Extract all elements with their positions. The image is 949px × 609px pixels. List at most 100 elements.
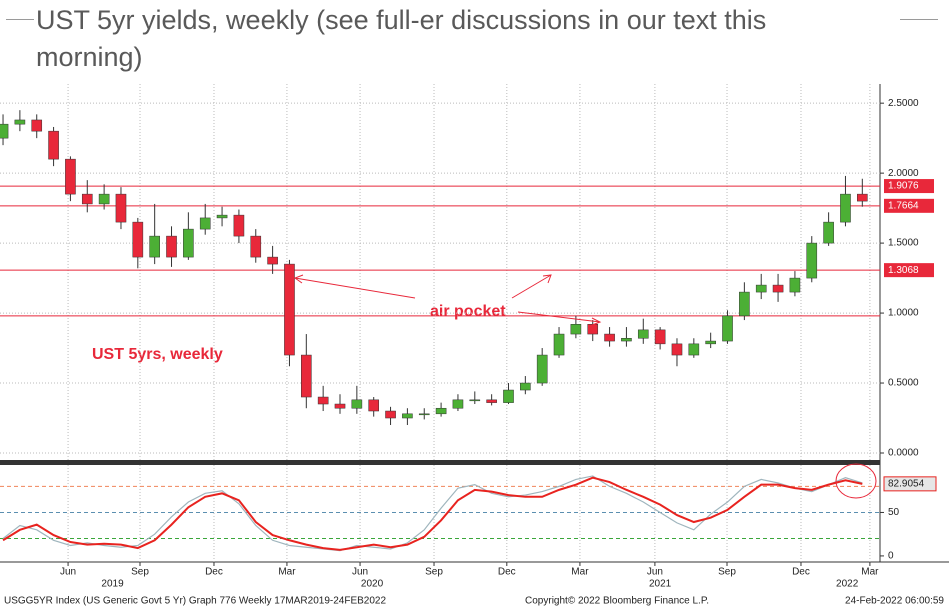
- level-label-box: [884, 198, 934, 213]
- y-tick-label: 2.0000: [888, 168, 919, 179]
- candle-body: [149, 235, 160, 258]
- x-tick-label: Jun: [647, 567, 663, 578]
- y-tick-label: 0: [888, 551, 894, 562]
- annotation: UST 5yrs, weekly: [92, 346, 223, 363]
- candle-body: [857, 193, 868, 202]
- candle-body: [671, 343, 683, 356]
- candle-body: [48, 130, 59, 160]
- level-label: 1.9076: [888, 181, 919, 192]
- candle-body: [351, 399, 363, 409]
- x-tick-label: Jun: [352, 567, 368, 578]
- candle-body: [520, 382, 531, 391]
- candle-body: [65, 158, 76, 195]
- y-tick-label: 50: [888, 507, 900, 518]
- candle-body: [115, 193, 127, 223]
- candle-body: [199, 217, 211, 230]
- arrowhead: [542, 274, 552, 284]
- arrowhead: [293, 274, 304, 284]
- x-year-label: 2021: [649, 579, 672, 590]
- candle-body: [840, 193, 851, 223]
- chart-background: [0, 84, 949, 609]
- candle-body: [317, 396, 329, 405]
- footer-right: 24-Feb-2022 06:00:59: [845, 596, 944, 607]
- candle-body: [806, 242, 818, 279]
- candle-body: [705, 340, 716, 345]
- candle-body: [81, 193, 93, 205]
- annotation-arrows: [293, 274, 877, 499]
- x-year-label: 2019: [101, 579, 124, 590]
- candle-body: [536, 354, 548, 384]
- candle-body: [452, 399, 464, 409]
- footer-center: Copyright© 2022 Bloomberg Finance L.P.: [525, 596, 709, 607]
- candle-body: [233, 214, 245, 237]
- highlight-circle: [835, 463, 877, 499]
- y-tick-label: 1.0000: [888, 308, 919, 319]
- candle-body: [553, 333, 565, 356]
- candle-body: [0, 123, 9, 139]
- candle-body: [267, 256, 278, 265]
- x-year-label: 2022: [836, 579, 859, 590]
- candle-body: [301, 354, 312, 398]
- x-tick-label: Dec: [792, 567, 810, 578]
- candle-body: [604, 333, 615, 342]
- candle-body: [739, 291, 750, 317]
- candle-body: [418, 413, 430, 416]
- candle-body: [132, 221, 144, 258]
- candle-body: [587, 324, 599, 335]
- candle-body: [402, 413, 413, 419]
- y-tick-label: 0.0000: [888, 448, 919, 459]
- level-label: 1.7664: [888, 200, 919, 211]
- last-value-label: 82.9054: [888, 478, 925, 489]
- x-year-label: 2020: [361, 579, 384, 590]
- level-label-box: [884, 179, 934, 194]
- x-tick-label: Sep: [425, 567, 443, 578]
- candle-body: [250, 235, 262, 258]
- candle-body: [166, 235, 177, 258]
- arrowhead: [591, 317, 602, 326]
- candle-body: [688, 343, 700, 356]
- candle-body: [469, 399, 481, 402]
- y-tick-label: 0.5000: [888, 378, 919, 389]
- candle-body: [216, 214, 228, 219]
- x-tick-label: Mar: [861, 567, 879, 578]
- title-rule: [900, 19, 938, 20]
- x-tick-label: Dec: [498, 567, 516, 578]
- level-label: 1.3068: [888, 265, 919, 276]
- arrow: [511, 274, 552, 299]
- panel-separator: [0, 460, 880, 465]
- footer-left: USGG5YR Index (US Generic Govt 5 Yr) Gra…: [4, 596, 386, 607]
- title-rule: [6, 19, 34, 20]
- candle-body: [654, 329, 666, 345]
- candle-body: [98, 193, 110, 205]
- candle-body: [284, 263, 295, 356]
- x-tick-label: Sep: [131, 567, 149, 578]
- candle-body: [183, 228, 194, 258]
- candle-body: [637, 329, 649, 339]
- level-label-box: [884, 263, 934, 278]
- candle-body: [823, 221, 834, 244]
- series-line: [2, 476, 863, 551]
- y-tick-label: 1.5000: [888, 238, 919, 249]
- x-tick-label: Sep: [718, 567, 736, 578]
- candle-body: [722, 315, 733, 342]
- candle-body: [435, 407, 447, 415]
- y-tick-label: 2.5000: [888, 98, 919, 109]
- arrow: [294, 277, 416, 299]
- candle-body: [772, 284, 784, 293]
- candle-body: [14, 119, 26, 125]
- candle-body: [334, 403, 346, 409]
- candle-body: [368, 399, 380, 412]
- x-tick-label: Jun: [60, 567, 76, 578]
- x-tick-label: Dec: [205, 567, 223, 578]
- last-value-box: [883, 476, 937, 492]
- x-tick-label: Mar: [571, 567, 589, 578]
- candle-body: [31, 119, 43, 132]
- candle-body: [789, 277, 801, 293]
- candle-body: [503, 389, 514, 403]
- x-tick-label: Mar: [278, 567, 296, 578]
- candle-body: [621, 338, 632, 342]
- candle-body: [570, 324, 582, 335]
- candle-body: [755, 284, 767, 293]
